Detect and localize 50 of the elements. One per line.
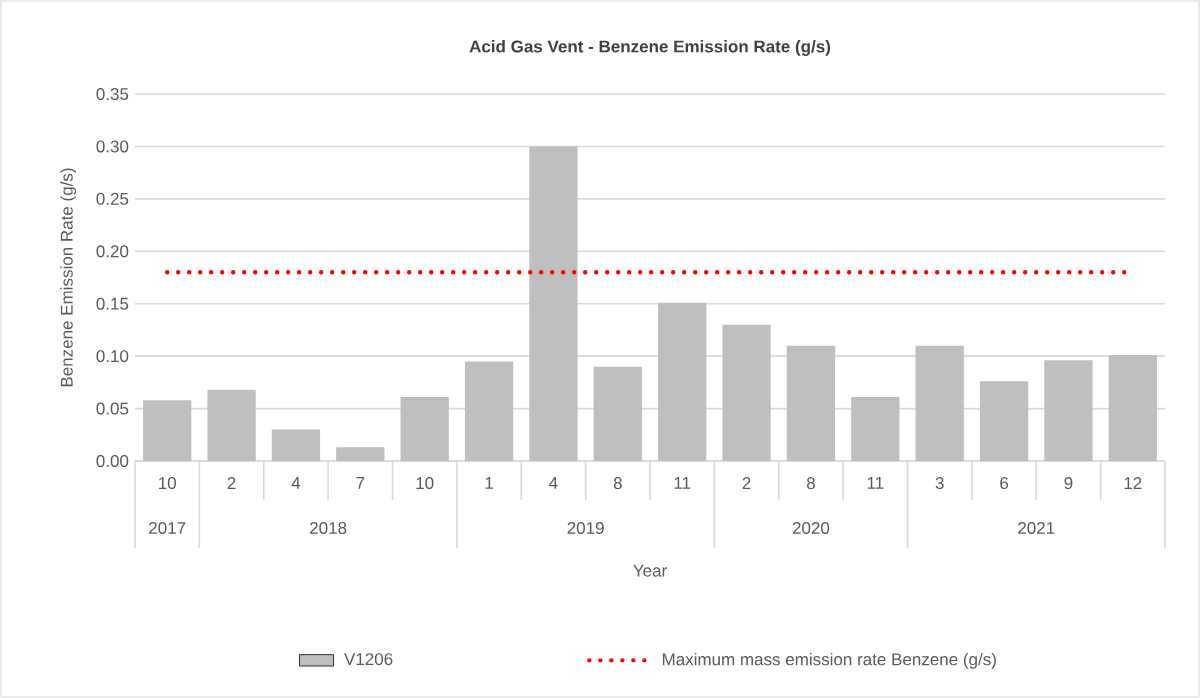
bar — [1108, 355, 1157, 462]
bar — [400, 397, 449, 462]
x-tick-label: 11 — [867, 477, 884, 489]
y-axis-title: Benzene Emission Rate (g/s) — [60, 168, 77, 387]
x-tick-label: 3 — [935, 477, 944, 490]
text: 2020 — [792, 522, 830, 535]
bar — [529, 146, 578, 462]
y-tick-label: 0.35 — [96, 88, 129, 101]
y-tick-label: 0.10 — [96, 350, 129, 363]
text: 2018 — [310, 522, 347, 535]
y-tick-label: 0.30 — [96, 140, 129, 153]
bar — [979, 381, 1029, 462]
y-tick-label: 0.15 — [96, 297, 129, 310]
bar — [207, 389, 256, 462]
legend-label: V1206 — [344, 653, 393, 666]
bar — [143, 400, 192, 462]
x-tick-label: 8 — [613, 477, 622, 490]
chart-title: Acid Gas Vent - Benzene Emission Rate (g/s) — [469, 40, 831, 56]
bar — [722, 324, 771, 462]
x-tick-label: 1 — [485, 477, 493, 489]
legend-label: Maximum mass emission rate Benzene (g/s) — [662, 652, 996, 669]
x-tick-label: 10 — [159, 477, 176, 490]
x-tick-label: 4 — [549, 477, 558, 489]
x-tick-label: 7 — [356, 477, 365, 489]
x-tick-label: 2 — [227, 477, 236, 489]
bar — [1044, 360, 1093, 462]
x-tick-label: 6 — [1000, 477, 1009, 490]
text: 2021 — [1018, 522, 1055, 535]
x-tick-label: 8 — [806, 477, 815, 490]
x-tick-label: 11 — [674, 477, 691, 489]
bar — [464, 361, 514, 462]
bar — [786, 345, 836, 462]
bar — [271, 429, 321, 462]
x-tick-label: 2 — [742, 477, 751, 489]
x-tick-label: 4 — [291, 477, 301, 489]
text: 2019 — [567, 522, 604, 535]
y-tick-label: 0.20 — [96, 245, 129, 258]
y-tick-label: 0.05 — [96, 402, 129, 415]
y-tick-label: 0.00 — [96, 455, 129, 468]
x-tick-label: 12 — [1124, 477, 1142, 489]
bar — [336, 447, 385, 462]
bar — [851, 397, 900, 462]
bar — [658, 302, 707, 462]
x-axis-title: Year — [633, 564, 667, 577]
bar — [593, 366, 642, 462]
bar — [915, 345, 964, 462]
y-tick-label: 0.25 — [96, 192, 129, 205]
text: 2017 — [149, 522, 186, 535]
x-tick-label: 10 — [416, 477, 434, 490]
x-tick-label: 9 — [1064, 477, 1073, 490]
